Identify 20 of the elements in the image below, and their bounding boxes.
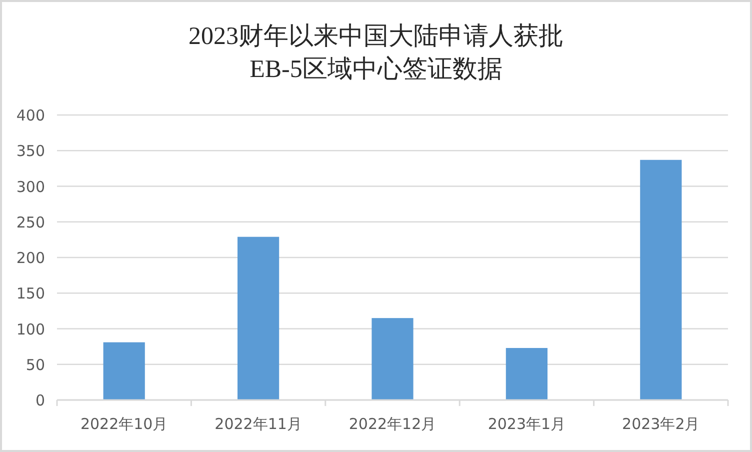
bar [506,348,548,400]
y-tick-label: 200 [16,249,45,267]
y-tick-label: 250 [16,213,45,232]
chart-title: 2023财年以来中国大陆申请人获批 EB-5区域中心签证数据 [188,23,564,83]
y-tick-label: 300 [16,178,45,196]
y-tick-label: 50 [26,356,45,374]
y-tick-label: 350 [16,142,45,160]
y-tick-label: 150 [16,284,45,303]
y-tick-label: 0 [35,392,45,410]
bar [640,160,682,400]
x-tick-label: 2023年2月 [622,415,700,433]
bar [372,318,414,400]
y-tick-label: 400 [16,106,45,124]
bar [103,342,145,400]
y-tick-label: 100 [16,320,45,338]
x-tick-label: 2022年11月 [214,415,302,433]
x-tick-label: 2023年1月 [488,415,566,433]
bar [238,236,280,400]
x-tick-label: 2022年10月 [80,415,168,433]
x-tick-label: 2022年12月 [348,415,436,433]
